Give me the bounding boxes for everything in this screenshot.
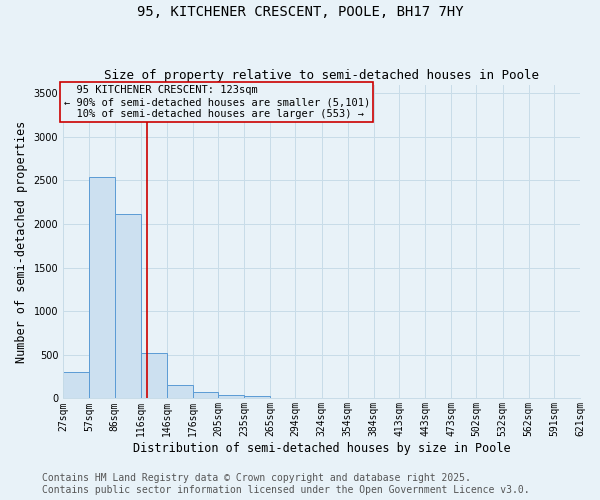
Bar bbox=[244, 396, 270, 398]
Title: Size of property relative to semi-detached houses in Poole: Size of property relative to semi-detach… bbox=[104, 69, 539, 82]
Bar bbox=[89, 177, 115, 398]
Text: Contains HM Land Registry data © Crown copyright and database right 2025.
Contai: Contains HM Land Registry data © Crown c… bbox=[42, 474, 530, 495]
Bar bbox=[193, 392, 218, 398]
Text: 95 KITCHENER CRESCENT: 123sqm
← 90% of semi-detached houses are smaller (5,101)
: 95 KITCHENER CRESCENT: 123sqm ← 90% of s… bbox=[64, 86, 370, 118]
Bar bbox=[140, 353, 167, 399]
X-axis label: Distribution of semi-detached houses by size in Poole: Distribution of semi-detached houses by … bbox=[133, 442, 511, 455]
Bar bbox=[63, 372, 89, 398]
Bar bbox=[167, 386, 193, 398]
Bar bbox=[115, 214, 140, 398]
Y-axis label: Number of semi-detached properties: Number of semi-detached properties bbox=[15, 120, 28, 362]
Bar bbox=[218, 395, 244, 398]
Text: 95, KITCHENER CRESCENT, POOLE, BH17 7HY: 95, KITCHENER CRESCENT, POOLE, BH17 7HY bbox=[137, 5, 463, 19]
